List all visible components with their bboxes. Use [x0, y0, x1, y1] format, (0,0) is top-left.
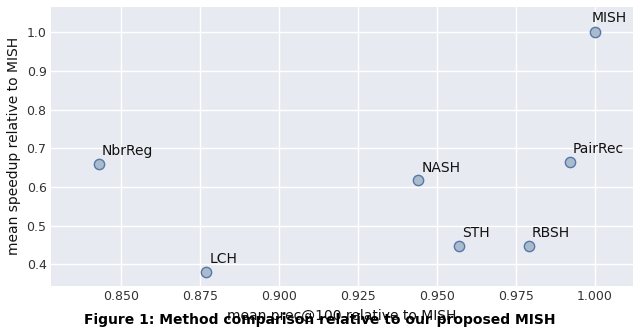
X-axis label: mean prec@100 relative to MISH: mean prec@100 relative to MISH [227, 309, 457, 323]
Text: RBSH: RBSH [532, 226, 570, 240]
Text: LCH: LCH [209, 252, 237, 266]
Text: PairRec: PairRec [573, 142, 624, 156]
Point [564, 159, 575, 164]
Point [93, 161, 104, 166]
Point [413, 178, 423, 183]
Text: NASH: NASH [421, 161, 460, 175]
Point [201, 270, 211, 275]
Y-axis label: mean speedup relative to MISH: mean speedup relative to MISH [7, 37, 21, 255]
Text: Figure 1: Method comparison relative to our proposed MISH: Figure 1: Method comparison relative to … [84, 313, 556, 327]
Text: STH: STH [462, 226, 490, 240]
Point [454, 244, 464, 249]
Text: MISH: MISH [592, 11, 627, 25]
Point [524, 244, 534, 249]
Point [590, 29, 600, 35]
Text: NbrReg: NbrReg [102, 144, 154, 158]
